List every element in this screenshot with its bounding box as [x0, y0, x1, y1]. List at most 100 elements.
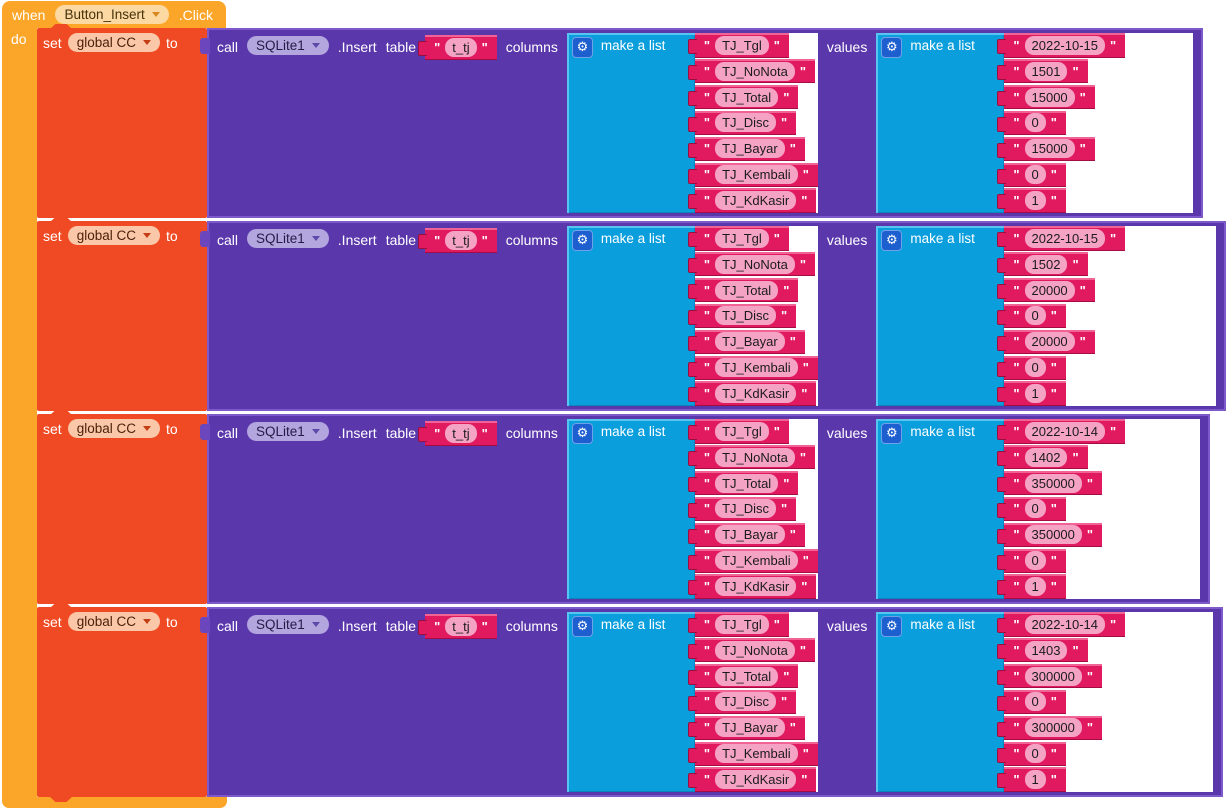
sqlite-insert-call-block[interactable]: call SQLite1 .Insert table " t_tj " colu…: [200, 28, 1203, 218]
text-block[interactable]: " 0 ": [997, 162, 1066, 188]
text-block[interactable]: " TJ_NoNota ": [687, 637, 815, 663]
text-block[interactable]: " 0 ": [997, 689, 1066, 715]
table-text-block[interactable]: " t_tj ": [418, 614, 497, 639]
text-field[interactable]: 20000: [1024, 332, 1075, 352]
text-block[interactable]: " TJ_Tgl ": [687, 419, 789, 444]
text-field[interactable]: 0: [1024, 165, 1046, 185]
text-field[interactable]: TJ_Kembali: [715, 358, 798, 378]
text-block[interactable]: " TJ_KdKasir ": [687, 574, 817, 599]
component-dropdown[interactable]: SQLite1: [247, 229, 329, 248]
text-block[interactable]: " 300000 ": [997, 715, 1103, 741]
text-field[interactable]: 1501: [1024, 61, 1068, 81]
variable-dropdown[interactable]: global CC: [67, 612, 160, 631]
text-field[interactable]: 1: [1024, 577, 1046, 597]
text-field[interactable]: TJ_Kembali: [715, 744, 798, 764]
text-field[interactable]: 1402: [1024, 447, 1068, 467]
text-field[interactable]: 1: [1024, 191, 1046, 211]
text-field[interactable]: TJ_Tgl: [715, 228, 769, 248]
text-field[interactable]: 0: [1024, 692, 1046, 712]
text-block[interactable]: " TJ_Tgl ": [687, 33, 789, 58]
text-field[interactable]: TJ_Tgl: [715, 421, 769, 441]
text-block[interactable]: " TJ_KdKasir ": [687, 188, 817, 213]
text-block[interactable]: " 0 ": [997, 496, 1066, 522]
mutator-gear-icon[interactable]: ⚙: [571, 37, 593, 58]
text-field[interactable]: TJ_KdKasir: [715, 384, 797, 404]
text-block[interactable]: " TJ_Kembali ": [687, 741, 818, 767]
text-field[interactable]: 350000: [1024, 473, 1082, 493]
sqlite-insert-call-block[interactable]: call SQLite1 .Insert table " t_tj " colu…: [200, 414, 1210, 604]
text-field[interactable]: 20000: [1024, 280, 1075, 300]
text-block[interactable]: " 20000 ": [997, 329, 1095, 355]
sqlite-insert-call-block[interactable]: call SQLite1 .Insert table " t_tj " colu…: [200, 607, 1223, 797]
mutator-gear-icon[interactable]: ⚙: [881, 423, 903, 444]
text-field[interactable]: TJ_Disc: [715, 113, 777, 133]
text-field[interactable]: TJ_KdKasir: [715, 191, 797, 211]
text-field[interactable]: TJ_Disc: [715, 499, 777, 519]
make-a-list-block[interactable]: ⚙ make a list: [566, 612, 695, 792]
text-field[interactable]: TJ_Bayar: [715, 139, 785, 159]
text-field[interactable]: 0: [1024, 499, 1046, 519]
component-dropdown[interactable]: SQLite1: [247, 422, 329, 441]
sqlite-insert-call-block[interactable]: call SQLite1 .Insert table " t_tj " colu…: [200, 221, 1226, 411]
text-block[interactable]: " 1 ": [997, 767, 1066, 792]
set-variable-block[interactable]: set global CC to: [37, 28, 207, 218]
mutator-gear-icon[interactable]: ⚙: [571, 423, 593, 444]
mutator-gear-icon[interactable]: ⚙: [881, 616, 903, 637]
text-block[interactable]: " TJ_Total ": [687, 277, 799, 303]
component-dropdown[interactable]: SQLite1: [247, 36, 329, 55]
text-block[interactable]: " TJ_KdKasir ": [687, 381, 817, 406]
text-field[interactable]: 15000: [1024, 139, 1075, 159]
make-a-list-block[interactable]: ⚙ make a list: [876, 419, 1005, 599]
text-field[interactable]: TJ_NoNota: [715, 447, 795, 467]
text-field[interactable]: TJ_Total: [715, 280, 779, 300]
make-a-list-block[interactable]: ⚙ make a list: [566, 419, 695, 599]
variable-dropdown[interactable]: global CC: [67, 226, 160, 245]
table-name-field[interactable]: t_tj: [445, 616, 477, 636]
text-block[interactable]: " TJ_Bayar ": [687, 715, 805, 741]
text-block[interactable]: " TJ_Disc ": [687, 496, 797, 522]
text-block[interactable]: " TJ_Kembali ": [687, 548, 818, 574]
text-block[interactable]: " TJ_Total ": [687, 663, 799, 689]
text-block[interactable]: " TJ_Bayar ": [687, 329, 805, 355]
text-field[interactable]: 1: [1024, 770, 1046, 790]
text-field[interactable]: 0: [1024, 113, 1046, 133]
event-block-header[interactable]: when Button_Insert .Click: [2, 1, 226, 28]
text-field[interactable]: 350000: [1024, 525, 1082, 545]
event-source-dropdown[interactable]: Button_Insert: [55, 5, 169, 24]
text-field[interactable]: TJ_Total: [715, 666, 779, 686]
text-block[interactable]: " 0 ": [997, 548, 1066, 574]
text-block[interactable]: " TJ_NoNota ": [687, 58, 815, 84]
text-block[interactable]: " 1402 ": [997, 444, 1088, 470]
text-block[interactable]: " 1 ": [997, 574, 1066, 599]
text-field[interactable]: TJ_NoNota: [715, 61, 795, 81]
text-block[interactable]: " TJ_KdKasir ": [687, 767, 817, 792]
text-field[interactable]: 0: [1024, 306, 1046, 326]
text-field[interactable]: TJ_KdKasir: [715, 577, 797, 597]
table-text-block[interactable]: " t_tj ": [418, 35, 497, 60]
text-field[interactable]: 15000: [1024, 87, 1075, 107]
text-field[interactable]: 2022-10-15: [1024, 35, 1106, 55]
text-field[interactable]: TJ_Disc: [715, 692, 777, 712]
make-a-list-block[interactable]: ⚙ make a list: [876, 226, 1005, 406]
text-block[interactable]: " 1501 ": [997, 58, 1088, 84]
make-a-list-block[interactable]: ⚙ make a list: [566, 33, 695, 213]
text-block[interactable]: " TJ_NoNota ": [687, 251, 815, 277]
mutator-gear-icon[interactable]: ⚙: [571, 230, 593, 251]
text-block[interactable]: " TJ_Tgl ": [687, 226, 789, 251]
text-field[interactable]: 300000: [1024, 666, 1082, 686]
text-block[interactable]: " 2022-10-14 ": [997, 419, 1126, 444]
text-field[interactable]: TJ_Bayar: [715, 332, 785, 352]
text-block[interactable]: " 1 ": [997, 188, 1066, 213]
text-field[interactable]: 1403: [1024, 640, 1068, 660]
text-field[interactable]: 0: [1024, 551, 1046, 571]
text-field[interactable]: 0: [1024, 744, 1046, 764]
text-block[interactable]: " 350000 ": [997, 522, 1103, 548]
make-a-list-block[interactable]: ⚙ make a list: [876, 33, 1005, 213]
text-field[interactable]: TJ_Total: [715, 473, 779, 493]
text-block[interactable]: " TJ_Bayar ": [687, 522, 805, 548]
text-field[interactable]: TJ_Tgl: [715, 614, 769, 634]
text-block[interactable]: " 0 ": [997, 110, 1066, 136]
text-field[interactable]: TJ_Kembali: [715, 551, 798, 571]
event-block-left-wall[interactable]: [2, 27, 37, 798]
text-block[interactable]: " 2022-10-14 ": [997, 612, 1126, 637]
